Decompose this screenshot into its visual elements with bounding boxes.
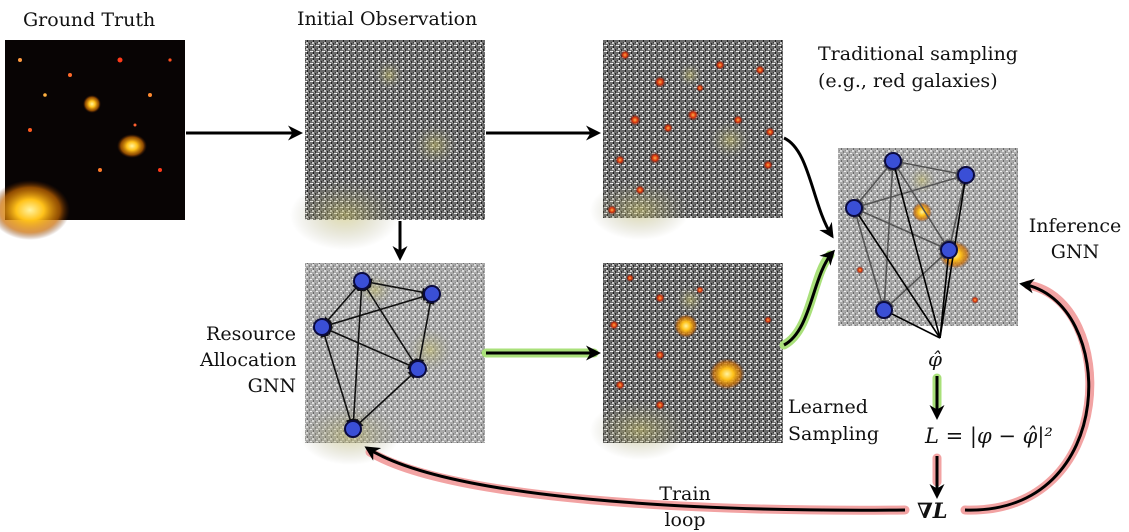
label-resource-allocation-3: GNN: [247, 375, 296, 397]
label-inference-gnn-2: GNN: [1050, 241, 1100, 263]
graph-node: [353, 272, 371, 290]
label-ground-truth: Ground Truth: [23, 9, 156, 31]
math-loss: L = |φ − φ̂|²: [925, 424, 1053, 448]
label-learned-sampling-2: Sampling: [788, 423, 880, 445]
graph-node: [409, 360, 427, 378]
initial-observation-image: [290, 40, 485, 250]
label-resource-allocation-1: Resource: [206, 323, 296, 345]
arrow-learned-to-inference: [783, 249, 836, 347]
label-initial-observation: Initial Observation: [297, 8, 478, 30]
arrow-traditional-to-inference: [783, 136, 834, 239]
label-train-loop-1: Train: [659, 483, 711, 505]
learned-sampling-image: [590, 263, 783, 460]
graph-node: [884, 152, 902, 170]
graph-node: [423, 285, 441, 303]
graph-node: [940, 241, 958, 259]
label-inference-gnn-1: Inference: [1028, 215, 1122, 237]
resource-allocation-nodes: [313, 272, 441, 438]
label-train-loop-2: loop: [664, 509, 706, 531]
graph-node: [344, 420, 362, 438]
flow-arrows: [186, 125, 1095, 515]
label-resource-allocation-2: Allocation: [200, 349, 297, 371]
inference-gnn-image: [838, 148, 1018, 326]
math-phi-hat: φ̂: [928, 347, 943, 371]
traditional-sampling-image: [590, 40, 783, 240]
inference-nodes: [845, 152, 975, 319]
graph-node: [875, 301, 893, 319]
train-loop-path: [364, 446, 906, 512]
train-loop-inference: [964, 278, 1091, 512]
label-traditional-sampling-1: Traditional sampling: [818, 43, 1018, 65]
inference-graph: [852, 158, 969, 312]
label-learned-sampling-1: Learned: [788, 396, 868, 418]
resource-allocation-graph: [320, 278, 435, 431]
graph-node: [845, 199, 863, 217]
resource-allocation-image: [300, 263, 485, 465]
graph-node: [957, 166, 975, 184]
graph-node: [313, 318, 331, 336]
math-grad-loss: ∇L: [917, 498, 948, 523]
train-loop-path-highlight: [365, 447, 910, 515]
label-traditional-sampling-2: (e.g., red galaxies): [818, 70, 998, 92]
ground-truth-image: [0, 40, 185, 240]
